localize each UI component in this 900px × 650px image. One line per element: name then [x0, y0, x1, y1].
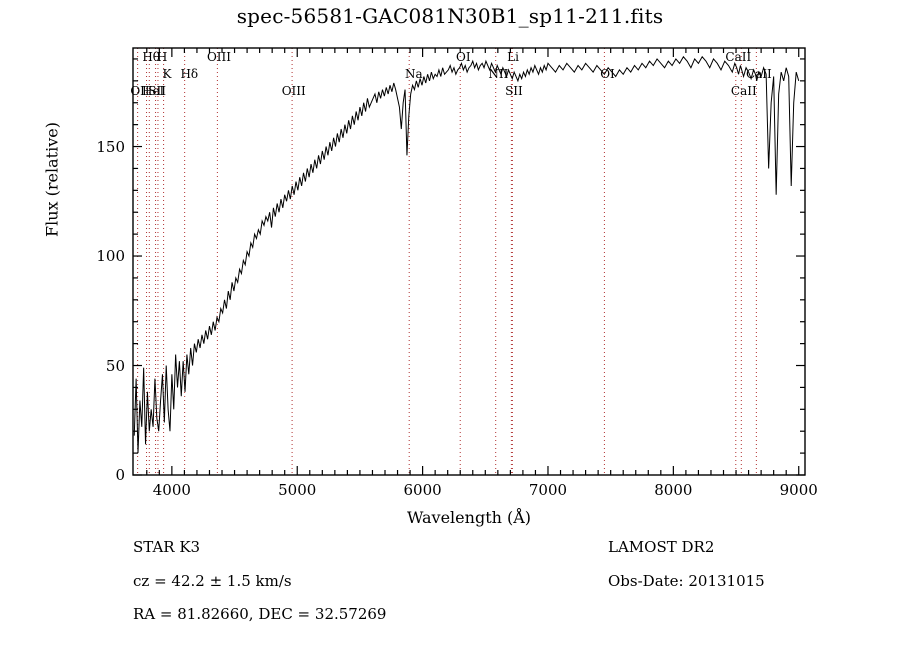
x-tick-label: 5000	[278, 481, 317, 499]
x-tick-label: 4000	[152, 481, 191, 499]
figure-title: spec-56581-GAC081N30B1_sp11-211.fits	[236, 4, 664, 28]
y-tick-label: 50	[105, 356, 125, 375]
y-tick-label: 0	[115, 466, 125, 484]
spectral-line-label: OI	[456, 50, 471, 64]
spectral-line-label: SII	[148, 84, 166, 98]
spectral-line-label: OIII	[206, 50, 232, 64]
spectral-line-label: HeI	[141, 84, 165, 98]
y-tick-label: 150	[96, 137, 125, 156]
x-tick-label: 6000	[403, 481, 442, 499]
spectral-line-label: H	[156, 50, 168, 64]
spectral-line-label: OIII	[281, 84, 306, 98]
spectral-line-label: SII	[505, 84, 523, 98]
spectral-line-label: Hθ	[142, 50, 161, 64]
x-tick-label: 7000	[528, 481, 568, 499]
spectral-line-label: Hδ	[180, 67, 199, 81]
obs-date-text: Obs-Date: 20131015	[608, 572, 765, 590]
axes-frame	[132, 47, 806, 476]
x-axis-label: Wavelength (Å)	[406, 508, 532, 527]
spectral-line-label: CaII	[730, 84, 757, 98]
spectral-line-label: OII	[130, 84, 150, 98]
spectral-line-label: NII	[488, 67, 509, 81]
y-axis-label: Flux (relative)	[42, 122, 62, 237]
coordinates-text: RA = 81.82660, DEC = 32.57269	[133, 605, 387, 623]
spectral-line-label: CaII	[725, 50, 752, 64]
object-type-text: STAR K3	[133, 538, 201, 556]
x-tick-label: 9000	[779, 481, 818, 499]
spectrum-trace	[133, 55, 800, 454]
spectral-line-gridlines	[137, 48, 757, 475]
spectral-line-label: K	[162, 67, 172, 81]
x-tick-label: 8000	[654, 481, 693, 499]
survey-text: LAMOST DR2	[608, 538, 715, 556]
y-tick-label: 100	[96, 247, 125, 266]
spectral-line-label: CaII	[745, 67, 772, 81]
spectral-line-label: Li	[507, 50, 519, 64]
spectral-line-label: Na	[404, 67, 423, 81]
spectral-line-label: OI	[600, 67, 615, 81]
redshift-velocity-text: cz = 42.2 ± 1.5 km/s	[133, 572, 292, 590]
